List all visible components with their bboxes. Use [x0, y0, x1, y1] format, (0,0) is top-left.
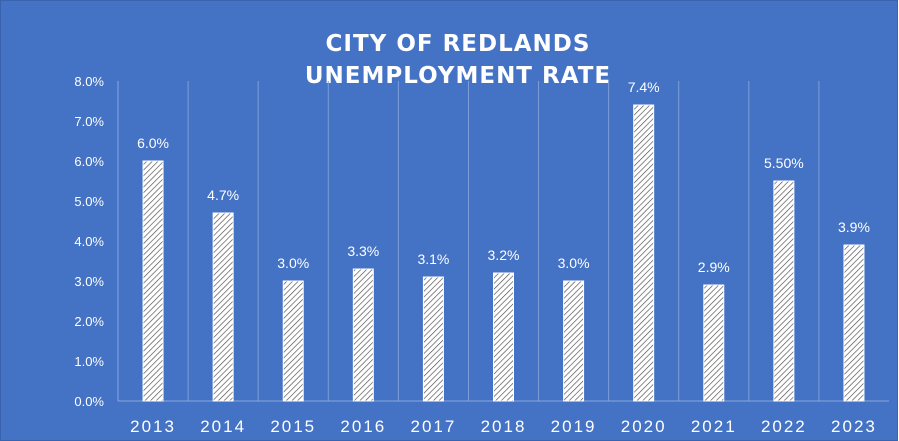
y-tick-label: 1.0%	[74, 354, 104, 369]
data-label: 3.9%	[838, 219, 870, 235]
bar	[142, 160, 164, 402]
y-tick-label: 5.0%	[74, 194, 104, 209]
y-tick-label: 2.0%	[74, 314, 104, 329]
bar	[843, 244, 865, 402]
x-tick-label: 2018	[481, 417, 527, 436]
y-tick-label: 4.0%	[74, 234, 104, 249]
bar	[703, 284, 725, 402]
y-tick-label: 8.0%	[74, 74, 104, 89]
x-tick-label: 2022	[761, 417, 807, 436]
bar	[633, 104, 655, 402]
y-tick-label: 6.0%	[74, 154, 104, 169]
bar	[282, 280, 304, 402]
x-tick-label: 2019	[551, 417, 597, 436]
data-label: 3.1%	[417, 251, 449, 267]
bar	[212, 212, 234, 402]
data-label: 6.0%	[137, 135, 169, 151]
x-tick-label: 2020	[621, 417, 667, 436]
bar	[422, 276, 444, 402]
y-tick-label: 0.0%	[74, 394, 104, 409]
y-tick-label: 3.0%	[74, 274, 104, 289]
bar-series	[142, 104, 865, 402]
bar	[352, 268, 374, 402]
bar	[773, 180, 795, 402]
x-tick-label: 2016	[340, 417, 386, 436]
x-axis: 2013 2014 2015 2016 2017 2018 2019 2020 2021 2022…	[130, 417, 877, 436]
data-label: 3.2%	[488, 247, 520, 263]
bar	[493, 272, 514, 402]
data-label: 4.7%	[207, 187, 239, 203]
chart-title-line-1: CITY OF REDLANDS	[326, 31, 591, 57]
x-tick-label: 2017	[410, 417, 456, 436]
data-label: 2.9%	[698, 259, 730, 275]
y-tick-label: 7.0%	[74, 114, 104, 129]
bar	[563, 280, 585, 402]
data-labels: 6.0% 4.7% 3.0% 3.3% 3.1% 3.2% 3.0% 7.4% 2.9% 5.50…	[137, 79, 870, 275]
x-tick-label: 2013	[130, 417, 176, 436]
data-label: 5.50%	[764, 155, 804, 171]
data-label: 7.4%	[628, 79, 660, 95]
x-tick-label: 2021	[691, 417, 737, 436]
x-tick-label: 2023	[831, 417, 877, 436]
y-axis: 0.0% 1.0% 2.0% 3.0% 4.0% 5.0% 6.0% 7.0% 8.0%	[74, 74, 889, 409]
grid-lines	[187, 81, 820, 401]
x-tick-label: 2014	[200, 417, 246, 436]
chart-title-line-2: UNEMPLOYMENT RATE	[305, 63, 611, 89]
x-tick-label: 2015	[270, 417, 316, 436]
data-label: 3.0%	[558, 255, 590, 271]
data-label: 3.0%	[277, 255, 309, 271]
data-label: 3.3%	[347, 243, 379, 259]
